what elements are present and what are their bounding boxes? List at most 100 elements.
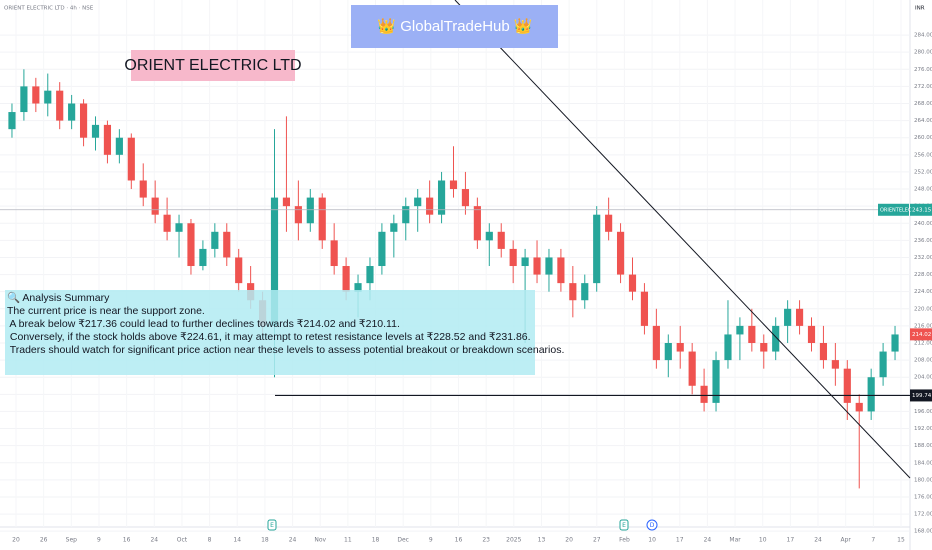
y-tick-label: 204.00 [914,375,932,381]
chart-title: ORIENT ELECTRIC LTD [124,57,301,74]
y-tick-label: 192.00 [914,426,932,432]
candle-body [784,308,792,326]
y-tick-label: 276.00 [914,67,932,73]
candle-body [151,197,159,215]
x-tick-label: 16 [123,537,131,544]
candle-body [8,112,16,130]
x-tick-label: 16 [455,537,463,544]
candle-body [819,343,828,361]
candle-body [461,189,470,207]
candle-body [569,283,577,301]
analysis-line: 🔍 Analysis Summary [7,290,110,304]
x-tick-label: 17 [787,537,795,544]
y-tick-label: 264.00 [914,118,932,124]
y-tick-label: 256.00 [914,152,932,158]
y-tick-label: 216.00 [914,323,932,329]
candle-body [724,334,732,361]
y-tick-label: 240.00 [914,221,932,227]
candle-body [533,257,541,275]
candle-body [20,86,28,113]
analysis-box [5,290,535,375]
event-marker [646,519,658,531]
analysis-line: A break below ₹217.36 could lead to furt… [7,318,400,330]
x-tick-label: 10 [648,537,656,544]
candle-body [855,402,863,412]
x-tick-label: 7 [871,537,875,544]
candle-body [199,248,207,267]
y-tick-label: 188.00 [914,443,932,449]
y-tick-label: 172.00 [914,512,932,518]
candle-body [795,308,804,326]
y-tick-label: 228.00 [914,272,932,278]
candle-body [223,231,231,258]
candle-body [509,248,517,267]
candle-body [414,197,422,207]
y-tick-label: 232.00 [914,255,932,261]
candle-body [772,325,780,352]
candle-body [581,283,589,301]
candle-body [891,334,899,352]
x-tick-label: 14 [233,537,241,544]
currency-label: INR [915,6,925,12]
symbol-tag-label: ORIENTELEC [880,207,912,213]
y-tick-label: 196.00 [914,409,932,415]
candle-body [56,90,64,121]
candle-body [760,343,768,352]
candle-body [175,223,183,232]
candle-body [68,103,76,121]
y-tick-label: 224.00 [914,289,932,295]
y-tick-label: 180.00 [914,477,932,483]
x-tick-label: Sep [66,537,78,544]
price-tag [910,389,932,402]
symbol-header: ORIENT ELECTRIC LTD · 4h · NSE [4,6,94,12]
y-tick-label: 260.00 [914,135,932,141]
x-tick-label: 2025 [506,537,521,544]
candle-body [187,223,195,267]
trend-line [454,0,911,479]
candle-body [437,180,446,215]
candle-body [294,206,302,224]
candle-body [640,291,649,326]
y-tick-label: 284.00 [914,33,932,39]
x-tick-label: 24 [289,537,297,544]
candle-body [235,257,243,284]
candle-body [282,197,291,207]
x-tick-label: 17 [676,537,684,544]
x-tick-label: Feb [619,537,630,544]
banner-box [351,5,558,48]
x-tick-label: 27 [593,537,601,544]
candle-body [211,231,219,249]
candle-body [843,368,851,403]
y-tick-label: 168.00 [914,529,932,535]
x-tick-label: Mar [729,537,741,544]
candle-body [676,343,684,352]
candle-body [103,124,112,155]
analysis-line: The current price is near the support zo… [7,305,205,317]
x-tick-label: 15 [897,537,905,544]
analysis-line: Conversely, if the stock holds above ₹22… [7,331,531,343]
candle-body [342,266,350,292]
event-marker [267,519,277,531]
candle-body [79,103,88,138]
candle-body [330,240,338,267]
y-tick-label: 184.00 [914,460,932,466]
x-tick-label: 10 [759,537,767,544]
x-tick-label: 24 [814,537,822,544]
y-tick-label: 252.00 [914,169,932,175]
x-tick-label: 26 [40,537,48,544]
x-tick-label: 11 [344,537,352,544]
candle-body [426,197,434,215]
candle-body [557,257,565,284]
candle-body [163,214,171,232]
y-tick-label: 248.00 [914,187,932,193]
price-tag [910,203,932,216]
x-tick-label: Nov [314,537,326,544]
price-tag-label: 214.02 [912,332,931,338]
candle-body [664,343,672,361]
x-tick-label: 8 [208,537,212,544]
candle-body [593,214,601,284]
candle-body [127,137,135,181]
candle-body [44,90,52,104]
y-tick-label: 176.00 [914,494,932,500]
